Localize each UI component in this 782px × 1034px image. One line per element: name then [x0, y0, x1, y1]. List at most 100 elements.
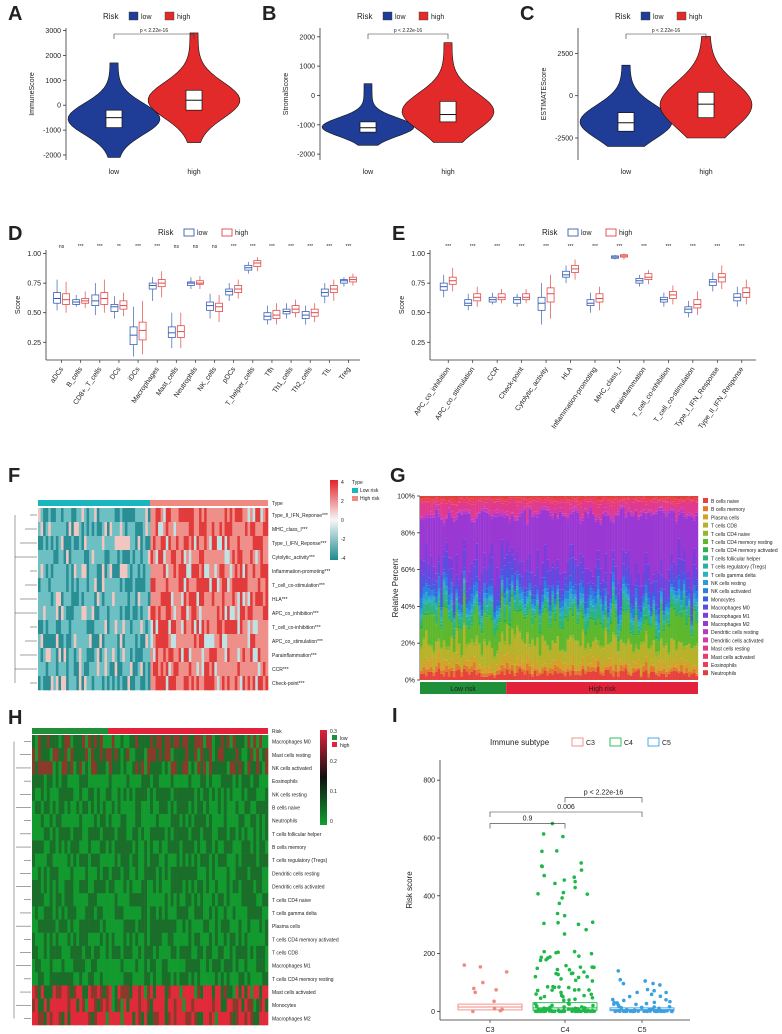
row-label-0: Type_II_IFN_Reponse***: [272, 513, 328, 519]
legend-swatch: [703, 571, 708, 577]
stacked-segment: [604, 515, 608, 554]
heat-cell: [150, 853, 154, 868]
stacked-segment: [649, 617, 653, 621]
heat-cell: [250, 508, 253, 523]
stacked-segment: [662, 510, 666, 513]
legend-title: Risk: [357, 12, 374, 21]
stacked-segment: [442, 525, 446, 550]
stacked-segment: [475, 543, 479, 560]
heat-cell: [260, 522, 264, 537]
stacked-segment: [518, 587, 522, 595]
stacked-segment: [523, 508, 527, 511]
row-label-8: T_cell_co-inhibition***: [272, 625, 321, 631]
heat-cell: [239, 508, 243, 523]
stacked-segment: [594, 519, 598, 522]
stacked-segment: [440, 499, 443, 503]
legend-swatch-high: [676, 11, 687, 21]
heat-cell: [235, 735, 239, 749]
stacked-segment: [490, 501, 494, 504]
heat-cell: [214, 508, 218, 523]
heat-cell: [265, 662, 269, 677]
box-Inflammation-promoting-low: [586, 299, 595, 306]
stacked-segment: [617, 504, 620, 512]
stacked-segment: [604, 503, 608, 508]
heat-cell: [173, 648, 177, 663]
heat-cell: [76, 840, 80, 854]
stacked-segment: [513, 519, 517, 521]
stacked-segment: [589, 496, 593, 500]
heat-cell: [168, 606, 172, 621]
stacked-segment: [510, 513, 514, 516]
heat-cell: [127, 564, 131, 579]
stacked-segment: [604, 553, 608, 573]
heat-cell: [135, 536, 138, 551]
stacked-segment: [571, 498, 575, 501]
stacked-segment: [581, 581, 585, 588]
stacked-segment: [660, 610, 663, 612]
stacked-segment: [677, 511, 681, 515]
stacked-segment: [591, 576, 595, 584]
stacked-segment: [500, 580, 504, 583]
stacked-segment: [579, 496, 582, 500]
stacked-segment: [427, 645, 431, 661]
heat-cell: [191, 676, 195, 691]
heat-cell: [250, 787, 254, 802]
stacked-segment: [660, 590, 663, 593]
heat-cell: [209, 827, 213, 841]
stacked-segment: [670, 638, 673, 640]
heat-cell: [206, 662, 210, 677]
stacked-segment: [508, 499, 512, 503]
stacked-segment: [591, 670, 595, 680]
heat-cell: [199, 620, 202, 635]
heat-cell: [117, 522, 121, 537]
stacked-segment: [607, 513, 610, 516]
stacked-segment: [589, 647, 593, 650]
stacked-segment: [632, 498, 636, 500]
stacked-segment: [541, 509, 545, 563]
stacked-segment: [637, 606, 641, 610]
stacked-segment: [586, 644, 590, 656]
stacked-segment: [561, 589, 565, 596]
stacked-segment: [548, 498, 552, 501]
legend-swatch: [703, 662, 708, 667]
stacked-segment: [617, 651, 620, 653]
stacked-segment: [495, 600, 499, 607]
stacked-segment: [503, 606, 507, 610]
stacked-segment: [528, 673, 532, 680]
stacked-segment: [445, 593, 448, 601]
heat-cell: [245, 522, 248, 537]
heat-cell: [53, 620, 57, 635]
stacked-segment: [447, 615, 451, 620]
heat-cell: [61, 814, 65, 828]
heat-cell: [61, 800, 65, 815]
heat-cell: [150, 564, 154, 579]
box-low: [359, 121, 377, 133]
heat-cell: [244, 866, 248, 881]
stacked-segment: [503, 667, 507, 675]
heat-cell: [179, 735, 183, 749]
stacked-segment: [521, 660, 524, 669]
x-tick-label-Treg: Treg: [338, 366, 352, 382]
stacked-segment: [601, 601, 605, 605]
heat-cell: [120, 748, 124, 762]
stacked-segment: [675, 599, 678, 602]
heat-cell: [99, 536, 103, 551]
heat-cell: [43, 606, 46, 621]
heat-cell: [176, 800, 180, 815]
stacked-segment: [516, 571, 519, 575]
heat-cell: [176, 787, 180, 802]
stacked-segment: [538, 605, 542, 610]
heat-cell: [137, 550, 141, 565]
heat-cell: [224, 522, 228, 537]
stacked-segment: [581, 607, 585, 616]
stacked-segment: [548, 663, 552, 669]
heat-cell: [123, 814, 127, 828]
heat-cell: [224, 578, 228, 593]
stacked-segment: [607, 503, 610, 512]
heat-cell: [216, 634, 220, 649]
heat-cell: [194, 748, 198, 762]
heat-cell: [142, 508, 146, 523]
stacked-segment: [543, 497, 547, 500]
heat-cell: [229, 774, 233, 789]
stacked-segment: [510, 575, 514, 582]
